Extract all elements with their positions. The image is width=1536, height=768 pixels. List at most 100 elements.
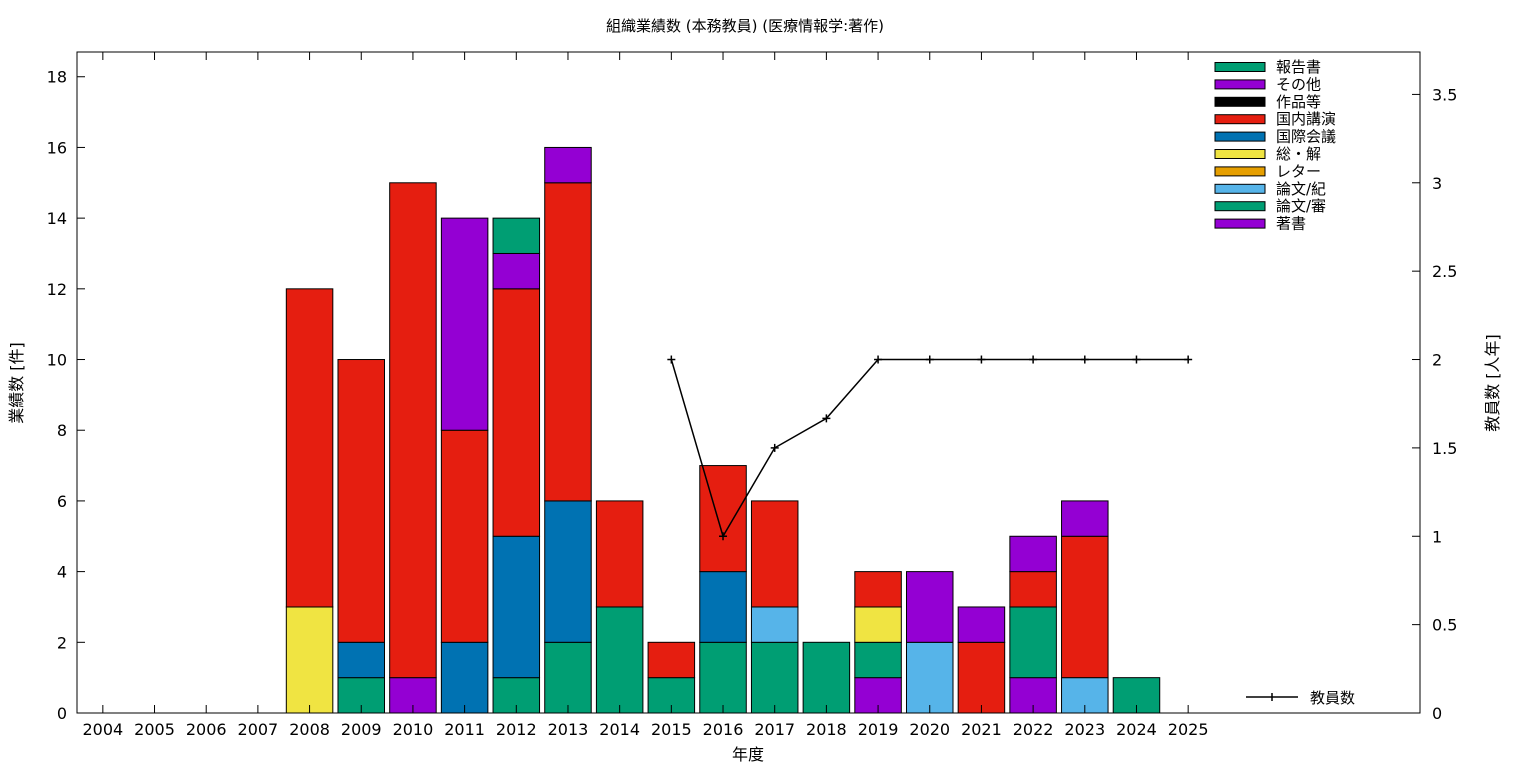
bar-2012-series-9	[492, 217, 541, 254]
bar-2017-series-2	[750, 606, 799, 643]
y2-axis-label: 教員数 [人年]	[1483, 334, 1502, 432]
y-tick-label: 10	[47, 351, 67, 370]
x-tick-label: 2025	[1168, 720, 1209, 739]
bar-2012-series-5	[492, 535, 541, 679]
x-tick-label: 2008	[289, 720, 330, 739]
y-tick-label: 4	[57, 563, 67, 582]
line-layer	[667, 355, 1193, 541]
line-point-2017	[770, 443, 779, 452]
y2-tick-label: 0.5	[1432, 616, 1457, 635]
legend-label-6: レター	[1276, 162, 1321, 180]
bar-2019-series-4	[854, 606, 902, 643]
legend-swatch-9	[1214, 218, 1266, 229]
legend-label-7: 論文/紀	[1276, 180, 1326, 198]
bar-2012-series-8	[492, 252, 541, 290]
y2-tick-label: 1	[1432, 527, 1442, 546]
legend-label-2: 作品等	[1276, 93, 1321, 111]
line-point-2015	[667, 355, 676, 364]
line-point-2022	[1029, 355, 1038, 364]
bar-2008-series-6	[285, 288, 334, 608]
bars-layer	[285, 146, 1161, 714]
y-tick-label: 6	[57, 492, 67, 511]
x-tick-label: 2009	[341, 720, 382, 739]
legend-swatch-7	[1214, 183, 1266, 194]
bar-2015-series-6	[647, 641, 696, 679]
y2-tick-label: 2.5	[1432, 262, 1457, 281]
line-point-2021	[977, 355, 986, 364]
x-tick-label: 2021	[961, 720, 1002, 739]
bar-2014-series-1	[595, 606, 644, 714]
x-tick-label: 2007	[238, 720, 279, 739]
legend-swatch-5	[1214, 149, 1266, 159]
bar-2019-series-6	[854, 571, 902, 608]
y-tick-label: 14	[47, 209, 67, 228]
bar-2013-series-8	[544, 146, 592, 184]
bar-2009-series-6	[337, 359, 385, 643]
y2-tick-label: 0	[1432, 704, 1442, 723]
y-tick-label: 2	[57, 633, 67, 652]
x-axis-label: 年度	[732, 745, 764, 764]
x-tick-label: 2018	[806, 720, 847, 739]
line-point-2020	[925, 355, 934, 364]
x-tick-label: 2010	[393, 720, 434, 739]
bar-2011-series-8	[440, 217, 489, 431]
x-tick-label: 2013	[548, 720, 589, 739]
x-tick-label: 2004	[82, 720, 123, 739]
bar-2011-series-6	[440, 429, 489, 643]
legend-label-4: 国際会議	[1276, 128, 1336, 146]
bar-2020-series-8	[905, 571, 954, 643]
legend-swatch-2	[1214, 96, 1266, 107]
line-point-2025	[1184, 355, 1193, 364]
line-point-2016	[719, 532, 728, 541]
legend-swatch-1	[1214, 79, 1266, 90]
bar-2016-series-5	[699, 571, 747, 643]
x-tick-label: 2005	[134, 720, 175, 739]
y-tick-label: 16	[47, 138, 67, 157]
y-tick-label: 8	[57, 421, 67, 440]
line-point-2023	[1080, 355, 1089, 364]
bar-2023-series-8	[1061, 500, 1109, 537]
legend-swatch-8	[1214, 201, 1266, 212]
legend-label-5: 総・解	[1276, 145, 1321, 163]
legend-label-0: 報告書	[1276, 58, 1321, 76]
y-axis-label: 業績数 [件]	[7, 342, 26, 424]
bar-2020-series-2	[905, 641, 954, 714]
legend-label-9: 著書	[1276, 215, 1306, 233]
bar-2021-series-8	[957, 606, 1006, 643]
bar-2019-series-1	[854, 641, 902, 679]
bar-2009-series-5	[337, 641, 385, 679]
x-tick-label: 2014	[599, 720, 640, 739]
x-tick-label: 2023	[1064, 720, 1105, 739]
plot-frame	[76, 51, 1421, 714]
x-tick-label: 2011	[444, 720, 485, 739]
y2-tick-label: 3	[1432, 174, 1442, 193]
bar-2008-series-4	[285, 606, 334, 714]
legend-label-3: 国内講演	[1276, 110, 1336, 128]
y-tick-label: 0	[57, 704, 67, 723]
line-point-2024	[1132, 355, 1141, 364]
bar-2013-series-6	[544, 182, 592, 502]
y-tick-label: 12	[47, 280, 67, 299]
legend-label-1: その他	[1276, 75, 1321, 93]
bar-2021-series-6	[957, 641, 1006, 714]
bar-2022-series-6	[1009, 571, 1057, 608]
line-point-2019	[874, 355, 883, 364]
x-tick-label: 2019	[858, 720, 899, 739]
y2-tick-label: 3.5	[1432, 85, 1457, 104]
legend-label-line: 教員数	[1310, 689, 1355, 707]
bar-2022-series-0	[1009, 677, 1057, 714]
bar-2010-series-6	[389, 182, 437, 679]
bar-2011-series-5	[440, 641, 489, 714]
legend-label-8: 論文/審	[1276, 197, 1326, 215]
bar-2017-series-1	[750, 641, 799, 714]
legend-swatch-0	[1214, 62, 1266, 72]
bar-2017-series-6	[750, 500, 799, 608]
bar-2022-series-1	[1009, 606, 1057, 679]
bar-2018-series-1	[802, 641, 851, 714]
y-tick-label: 18	[47, 68, 67, 87]
bar-2013-series-1	[544, 641, 592, 714]
bar-2022-series-8	[1009, 535, 1057, 573]
x-tick-label: 2020	[909, 720, 950, 739]
